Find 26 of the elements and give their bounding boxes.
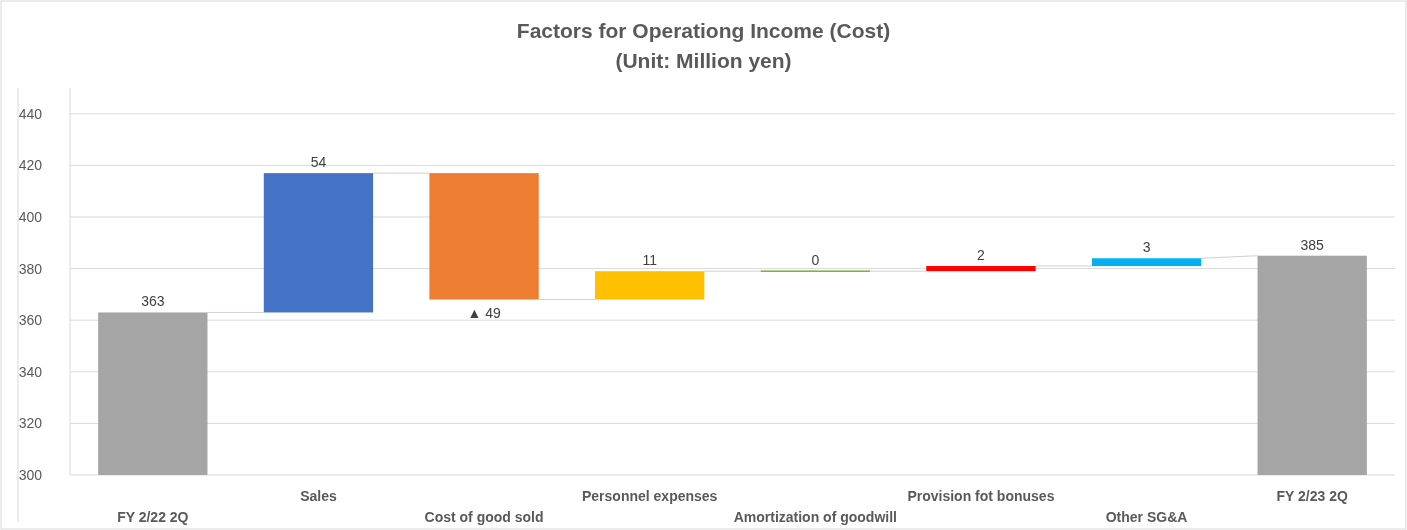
data-label: 0 — [811, 252, 820, 269]
x-tick-label: Cost of good sold — [424, 509, 544, 525]
y-tick-label: 340 — [18, 363, 43, 380]
data-label: 385 — [1300, 236, 1325, 253]
y-tick-label: 400 — [18, 208, 43, 225]
y-tick-label: 420 — [18, 157, 43, 174]
x-tick-label: Amortization of goodwill — [733, 509, 897, 525]
data-label: 3 — [1142, 239, 1151, 256]
x-tick-label: FY 2/23 2Q — [1276, 488, 1348, 504]
x-tick-label: Personnel expenses — [581, 488, 718, 504]
data-label: 11 — [642, 252, 658, 269]
data-label: 363 — [141, 293, 165, 310]
x-tick-label: Sales — [300, 488, 337, 504]
data-label: ▲ 49 — [467, 304, 501, 321]
data-label: 54 — [310, 154, 327, 171]
y-tick-label: 320 — [18, 415, 43, 432]
x-tick-label: Other SG&A — [1105, 509, 1188, 525]
chart-title: Factors for Operationg Income (Cost) — [516, 19, 891, 42]
y-tick-label: 300 — [18, 466, 43, 483]
y-tick-label: 440 — [18, 105, 43, 122]
x-tick-label: FY 2/22 2Q — [117, 509, 189, 525]
y-tick-label: 360 — [18, 312, 43, 329]
chart-subtitle: (Unit: Million yen) — [615, 49, 792, 72]
y-tick-label: 380 — [18, 260, 43, 277]
data-label: 2 — [977, 247, 986, 264]
x-tick-label: Provision fot bonuses — [907, 488, 1055, 504]
